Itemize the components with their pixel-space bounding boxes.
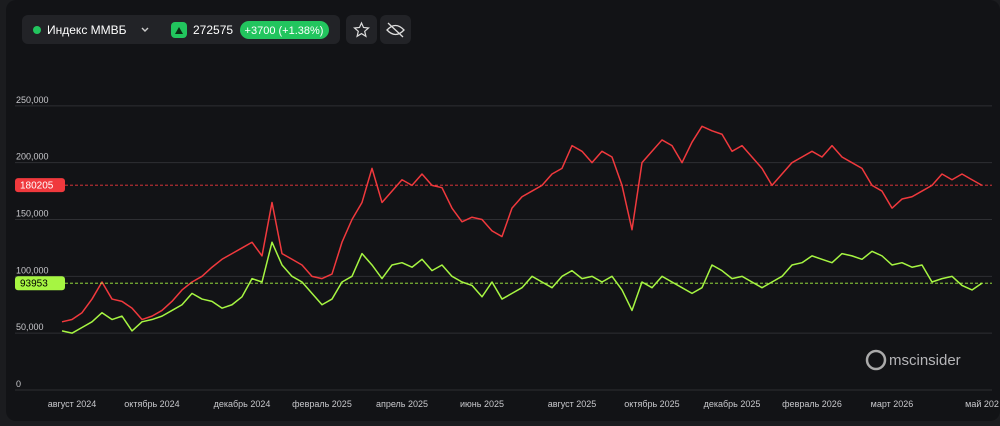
x-tick-label: декабрь 2025 <box>704 399 761 409</box>
up-arrow <box>175 27 183 34</box>
status-dot <box>33 26 41 34</box>
x-tick-label: октябрь 2025 <box>624 399 679 409</box>
x-tick-label: апрель 2025 <box>376 399 428 409</box>
x-tick-label: февраль 2025 <box>292 399 352 409</box>
y-tick-label: 100,000 <box>16 265 49 275</box>
x-tick-label: май 202 <box>965 399 999 409</box>
y-tick-label: 50,000 <box>16 322 44 332</box>
y-tick-label: 200,000 <box>16 152 49 162</box>
last-price-badge <box>15 178 65 193</box>
index-change: +3700 (+1.38%) <box>245 25 324 37</box>
y-tick-label: 250,000 <box>16 95 49 105</box>
y-tick-label: 150,000 <box>16 209 49 219</box>
x-tick-label: февраль 2026 <box>782 399 842 409</box>
favorite-button[interactable] <box>346 15 377 44</box>
y-tick-label: 0 <box>16 379 21 389</box>
eye-off-icon <box>386 22 405 38</box>
panel <box>6 0 1000 421</box>
dropdown-chevron[interactable] <box>141 27 149 32</box>
x-tick-label: октябрь 2024 <box>124 399 179 409</box>
x-tick-label: декабрь 2024 <box>214 399 271 409</box>
last-price-label: 93953 <box>20 279 48 290</box>
change-badge <box>240 21 329 39</box>
series-line <box>61 241 983 334</box>
x-tick-label: март 2026 <box>871 399 914 409</box>
x-tick-label: август 2024 <box>48 399 97 409</box>
x-tick-label: август 2025 <box>548 399 597 409</box>
x-tick-label: июнь 2025 <box>460 399 504 409</box>
last-price-label: 180205 <box>20 181 54 192</box>
star-icon <box>353 21 370 38</box>
series-line <box>61 125 983 323</box>
last-price-badge <box>15 276 65 291</box>
index-value: 272575 <box>193 23 233 37</box>
index-title[interactable]: Индекс ММВБ <box>47 23 127 37</box>
watermark: mscinsider <box>889 352 961 369</box>
brand-logo <box>865 349 887 371</box>
